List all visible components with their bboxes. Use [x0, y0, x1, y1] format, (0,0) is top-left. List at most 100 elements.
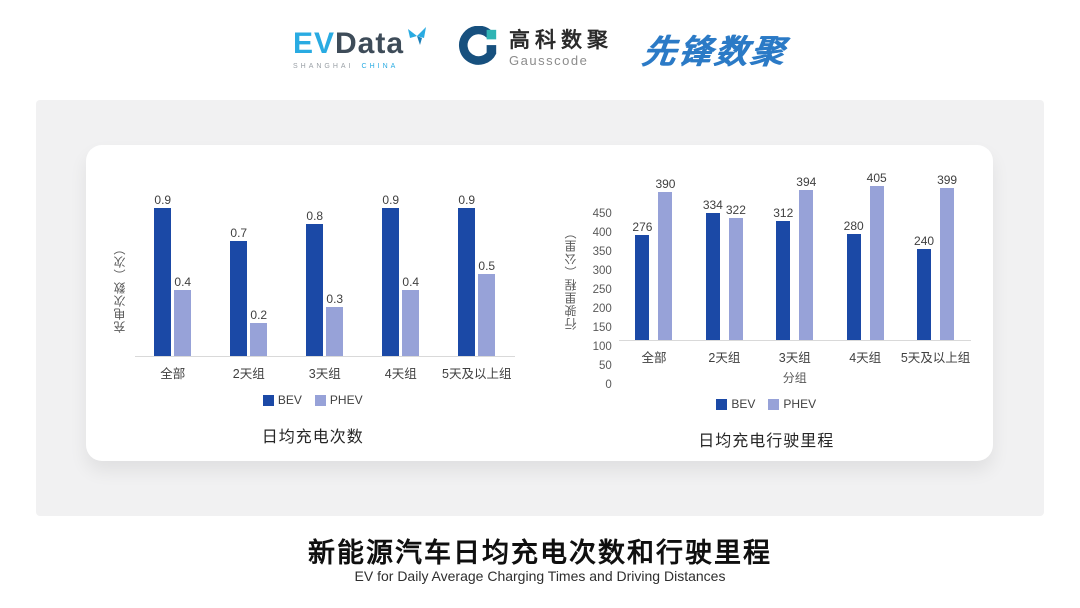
data-label: 0.9 — [382, 192, 400, 207]
category-label: 3天组 — [308, 367, 341, 381]
category-label: 2天组 — [232, 367, 265, 381]
brand-header: EV Data SHANGHAI CHINA — [0, 18, 1080, 80]
legend-item-bev: BEV — [262, 393, 302, 407]
gausscode-en-text: Gausscode — [509, 52, 589, 68]
legend: BEV PHEV — [262, 393, 363, 407]
y-tick-label: 400 — [592, 227, 612, 239]
bar-bev-wrap: 312 — [773, 207, 793, 340]
bar-phev — [174, 290, 192, 356]
data-label: 0.9 — [458, 192, 476, 207]
y-axis-ticks: 0 50 100 150 200 250 300 350 400 450 — [586, 208, 612, 390]
data-label: 0.3 — [326, 291, 344, 306]
data-label: 240 — [914, 233, 935, 248]
data-label: 322 — [725, 202, 746, 217]
bar-phev-wrap: 0.2 — [250, 308, 268, 356]
data-label: 399 — [937, 173, 958, 188]
bar-bev — [917, 248, 932, 340]
legend-label: PHEV — [329, 393, 363, 407]
bar-phev — [658, 191, 673, 340]
category-row: 全部 2天组 3天组 4天组 5天及以上组 — [619, 341, 971, 366]
bar-bev-wrap: 240 — [914, 235, 934, 340]
y-axis-title: 行驶里程（公里） — [563, 226, 578, 330]
bar-bev-wrap: 276 — [632, 221, 652, 340]
chart-driving-distance: 行驶里程（公里） 0 50 100 150 200 250 300 350 400 450 276… — [540, 145, 994, 461]
bar-phev-wrap: 322 — [726, 204, 746, 340]
bar-group: 312 394 — [760, 176, 830, 340]
data-label: 312 — [773, 206, 794, 221]
y-tick-label: 450 — [592, 208, 612, 220]
charts-card: 充电次数（次） 0.9 0.4 0.7 0.2 0.8 0.3 0.9 0.4 0.9 0.5 全… — [86, 145, 993, 461]
data-label: 334 — [702, 198, 723, 213]
bar-phev-wrap: 0.3 — [326, 291, 344, 356]
legend-swatch-bev — [716, 398, 728, 410]
legend-swatch-phev — [768, 398, 780, 410]
evdata-data-text: Data — [335, 26, 405, 60]
bar-phev-wrap: 0.5 — [478, 258, 496, 356]
gausscode-text-block: 高科数聚 Gausscode — [509, 29, 613, 68]
data-label: 405 — [866, 171, 887, 186]
y-tick-label: 350 — [592, 246, 612, 258]
legend-label: BEV — [277, 393, 302, 407]
evdata-logo: EV Data SHANGHAI CHINA — [293, 26, 428, 70]
y-tick-label: 150 — [592, 322, 612, 334]
data-label: 280 — [843, 218, 864, 233]
bar-bev-wrap: 0.9 — [458, 192, 476, 356]
bar-bev — [635, 235, 650, 340]
bar-bev — [306, 224, 324, 356]
bar-group: 0.8 0.3 — [287, 210, 363, 356]
bar-phev — [869, 186, 884, 340]
data-label: 0.4 — [402, 275, 420, 289]
legend-item-phev: PHEV — [314, 393, 363, 407]
chart-title: 日均充电行驶里程 — [698, 433, 835, 450]
category-label: 2天组 — [708, 351, 741, 365]
bar-bev — [705, 213, 720, 340]
evdata-subtitle: SHANGHAI CHINA — [293, 63, 428, 70]
y-tick-label: 200 — [592, 303, 612, 315]
evdata-sub-right: CHINA — [361, 62, 399, 70]
bar-bev — [776, 221, 791, 340]
legend-label: BEV — [731, 397, 756, 411]
evdata-sub-left: SHANGHAI — [292, 62, 354, 70]
bar-phev — [799, 190, 814, 340]
y-axis-title: 充电次数（次） — [112, 241, 127, 333]
bar-phev-wrap: 394 — [796, 176, 816, 340]
data-label: 394 — [796, 175, 817, 190]
plot-area: 行驶里程（公里） 0 50 100 150 200 250 300 350 400 450 276… — [562, 170, 971, 391]
bar-phev-wrap: 0.4 — [402, 275, 420, 356]
bar-phev — [402, 290, 420, 356]
plot-column: 276 390 334 322 312 394 280 405 240 399 全部 2天组 3天组 4… — [618, 170, 971, 386]
data-label: 276 — [632, 220, 653, 235]
y-tick-label: 50 — [598, 360, 612, 372]
y-tick-label: 300 — [592, 265, 612, 277]
y-tick-label: 100 — [592, 341, 612, 353]
bar-bev — [458, 207, 476, 356]
plot-column: 0.9 0.4 0.7 0.2 0.8 0.3 0.9 0.4 0.9 0.5 全部 2天组 3天组 4… — [134, 192, 515, 382]
data-label: 0.2 — [250, 308, 268, 322]
bar-phev-wrap: 0.4 — [174, 275, 192, 356]
legend-item-phev: PHEV — [768, 397, 816, 411]
evdata-star-icon — [406, 25, 428, 51]
bar-bev — [230, 240, 248, 356]
gausscode-g-icon — [458, 25, 500, 73]
bar-phev — [326, 306, 344, 356]
bar-bev — [846, 233, 861, 340]
legend-swatch-phev — [314, 394, 326, 406]
bar-group: 0.9 0.4 — [363, 192, 439, 356]
data-label: 0.7 — [230, 225, 248, 240]
bar-group: 0.9 0.5 — [439, 192, 515, 356]
gausscode-logo: 高科数聚 Gausscode — [458, 25, 613, 73]
data-label: 0.5 — [478, 258, 496, 273]
bar-bev-wrap: 0.9 — [382, 192, 400, 356]
data-label: 0.4 — [174, 275, 192, 289]
bar-phev — [728, 217, 743, 340]
poster-title: 新能源汽车日均充电次数和行驶里程 — [308, 538, 772, 568]
category-label: 全部 — [160, 367, 186, 381]
plot-area: 充电次数（次） 0.9 0.4 0.7 0.2 0.8 0.3 0.9 0.4 0.9 0.5 全… — [111, 192, 515, 382]
legend-item-bev: BEV — [716, 397, 755, 411]
x-axis-title: 分组 — [782, 371, 807, 385]
bars-row: 276 390 334 322 312 394 280 405 240 399 — [618, 170, 971, 341]
bar-group: 240 399 — [900, 174, 970, 340]
data-label: 0.9 — [154, 192, 172, 207]
legend-swatch-bev — [262, 394, 274, 406]
